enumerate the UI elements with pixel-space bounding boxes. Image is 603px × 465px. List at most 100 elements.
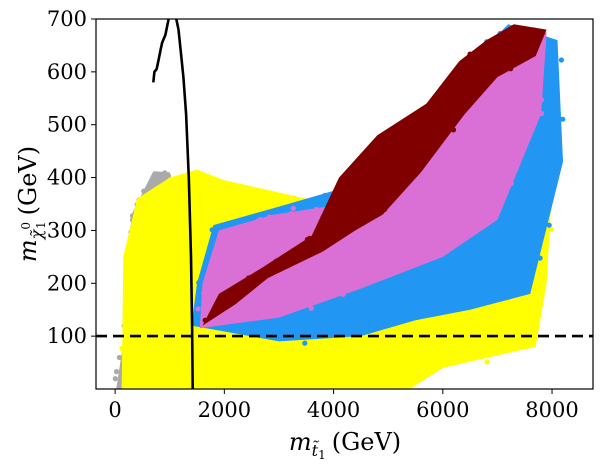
data-point — [437, 130, 443, 136]
data-point — [414, 367, 420, 373]
data-point — [311, 219, 317, 225]
data-point — [199, 351, 205, 357]
data-point — [216, 360, 222, 366]
data-point — [380, 167, 387, 173]
data-point — [409, 258, 415, 264]
data-point — [268, 295, 274, 301]
data-point — [199, 336, 205, 342]
data-point — [474, 277, 480, 283]
data-point — [339, 319, 345, 325]
data-point — [159, 186, 165, 192]
data-point — [453, 97, 459, 103]
data-point — [191, 233, 197, 239]
data-point — [438, 158, 444, 164]
y-tick-label: 300 — [47, 218, 87, 242]
data-point — [140, 225, 146, 231]
data-point — [521, 146, 527, 153]
data-point — [201, 290, 207, 296]
y-axis-label: mχ̃01 (GeV) — [14, 146, 48, 262]
data-point — [533, 224, 539, 230]
data-point — [339, 376, 345, 382]
data-point — [142, 188, 148, 195]
data-point — [350, 181, 356, 187]
data-point — [447, 165, 453, 171]
data-point — [337, 283, 343, 289]
data-point — [478, 346, 484, 352]
data-point — [279, 375, 285, 381]
data-point — [463, 177, 469, 183]
data-point — [450, 168, 456, 175]
data-point — [462, 185, 468, 191]
data-point — [297, 329, 303, 335]
data-point — [146, 195, 152, 201]
data-point — [536, 307, 542, 313]
data-point — [529, 249, 535, 255]
data-point — [423, 202, 429, 208]
data-point — [259, 260, 265, 266]
data-point — [273, 258, 279, 264]
data-point — [412, 347, 418, 353]
data-point — [370, 209, 376, 215]
data-point — [417, 353, 423, 359]
data-point — [479, 121, 485, 127]
data-point — [353, 322, 359, 328]
data-point — [524, 216, 530, 222]
data-point — [195, 306, 201, 312]
data-point — [181, 305, 188, 311]
data-point — [488, 151, 494, 157]
data-point — [365, 305, 371, 311]
y-tick-label: 500 — [47, 113, 87, 137]
data-point — [357, 361, 363, 367]
data-point — [546, 185, 552, 191]
data-point — [445, 83, 451, 89]
data-point — [208, 271, 214, 277]
data-point — [444, 262, 450, 268]
data-point — [346, 380, 352, 386]
data-point — [439, 231, 445, 237]
data-point — [333, 256, 340, 262]
data-point — [313, 206, 319, 212]
data-point — [116, 384, 122, 389]
data-point — [247, 297, 253, 303]
data-point — [344, 227, 351, 233]
data-point — [151, 242, 157, 248]
data-point — [406, 290, 412, 296]
data-point — [324, 348, 330, 354]
data-point — [523, 123, 529, 129]
data-point — [478, 212, 484, 218]
data-point — [350, 224, 356, 230]
data-point — [532, 175, 538, 181]
data-point — [380, 288, 386, 294]
data-point — [418, 115, 425, 121]
data-point — [447, 267, 453, 273]
data-point — [222, 293, 228, 299]
data-point — [460, 65, 466, 71]
data-point — [401, 384, 407, 389]
data-point — [112, 376, 118, 382]
data-point — [316, 198, 322, 204]
data-point — [448, 236, 454, 242]
data-point — [246, 275, 252, 281]
data-point — [511, 329, 518, 335]
data-point — [498, 262, 504, 268]
data-point — [533, 144, 539, 150]
data-point — [418, 325, 425, 331]
data-point — [322, 192, 328, 198]
data-point — [485, 102, 491, 108]
data-point — [204, 290, 211, 296]
data-point — [382, 206, 388, 212]
data-point — [148, 380, 154, 386]
data-point — [180, 268, 186, 274]
data-point — [162, 170, 168, 176]
data-point — [150, 364, 156, 370]
data-point — [296, 265, 302, 271]
data-point — [489, 293, 495, 300]
data-point — [475, 109, 481, 115]
data-point — [340, 291, 346, 297]
data-point — [495, 233, 501, 239]
data-point — [330, 194, 336, 200]
data-point — [445, 258, 451, 264]
data-point — [250, 354, 256, 360]
data-point — [233, 255, 239, 261]
data-point — [424, 244, 430, 250]
